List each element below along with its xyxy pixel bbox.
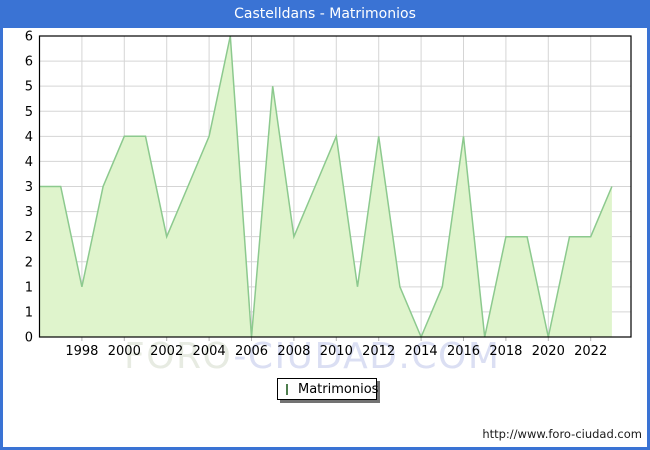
svg-text:2022: 2022 (574, 344, 607, 359)
svg-text:0: 0 (25, 331, 33, 346)
svg-text:4: 4 (25, 155, 33, 170)
footer-url[interactable]: http://www.foro-ciudad.com (482, 427, 642, 441)
chart-title: Castelldans - Matrimonios (0, 0, 650, 28)
legend: Matrimonios (277, 378, 379, 400)
svg-text:4: 4 (25, 130, 33, 145)
svg-text:6: 6 (25, 30, 33, 45)
svg-text:2: 2 (25, 230, 33, 245)
svg-text:2014: 2014 (405, 344, 438, 359)
svg-text:1998: 1998 (65, 344, 98, 359)
svg-text:5: 5 (25, 105, 33, 120)
svg-text:2020: 2020 (532, 344, 565, 359)
legend-swatch-icon (286, 383, 288, 395)
svg-text:2008: 2008 (277, 344, 310, 359)
svg-text:2000: 2000 (108, 344, 141, 359)
svg-text:2016: 2016 (447, 344, 480, 359)
svg-text:2006: 2006 (235, 344, 268, 359)
svg-text:2002: 2002 (150, 344, 183, 359)
watermark-part2: -CIUDAD.COM (233, 336, 501, 377)
svg-text:2018: 2018 (489, 344, 522, 359)
svg-text:3: 3 (25, 180, 33, 195)
svg-text:1: 1 (25, 280, 33, 295)
watermark: FORO-CIUDAD.COM (124, 336, 500, 377)
svg-text:2: 2 (25, 255, 33, 270)
svg-text:6: 6 (25, 55, 33, 70)
svg-text:2010: 2010 (320, 344, 353, 359)
svg-text:2012: 2012 (362, 344, 395, 359)
svg-text:1: 1 (25, 305, 33, 320)
svg-text:5: 5 (25, 80, 33, 95)
watermark-part1: FORO (124, 336, 234, 377)
legend-label: Matrimonios (298, 381, 379, 397)
svg-text:3: 3 (25, 205, 33, 220)
svg-text:2004: 2004 (193, 344, 226, 359)
